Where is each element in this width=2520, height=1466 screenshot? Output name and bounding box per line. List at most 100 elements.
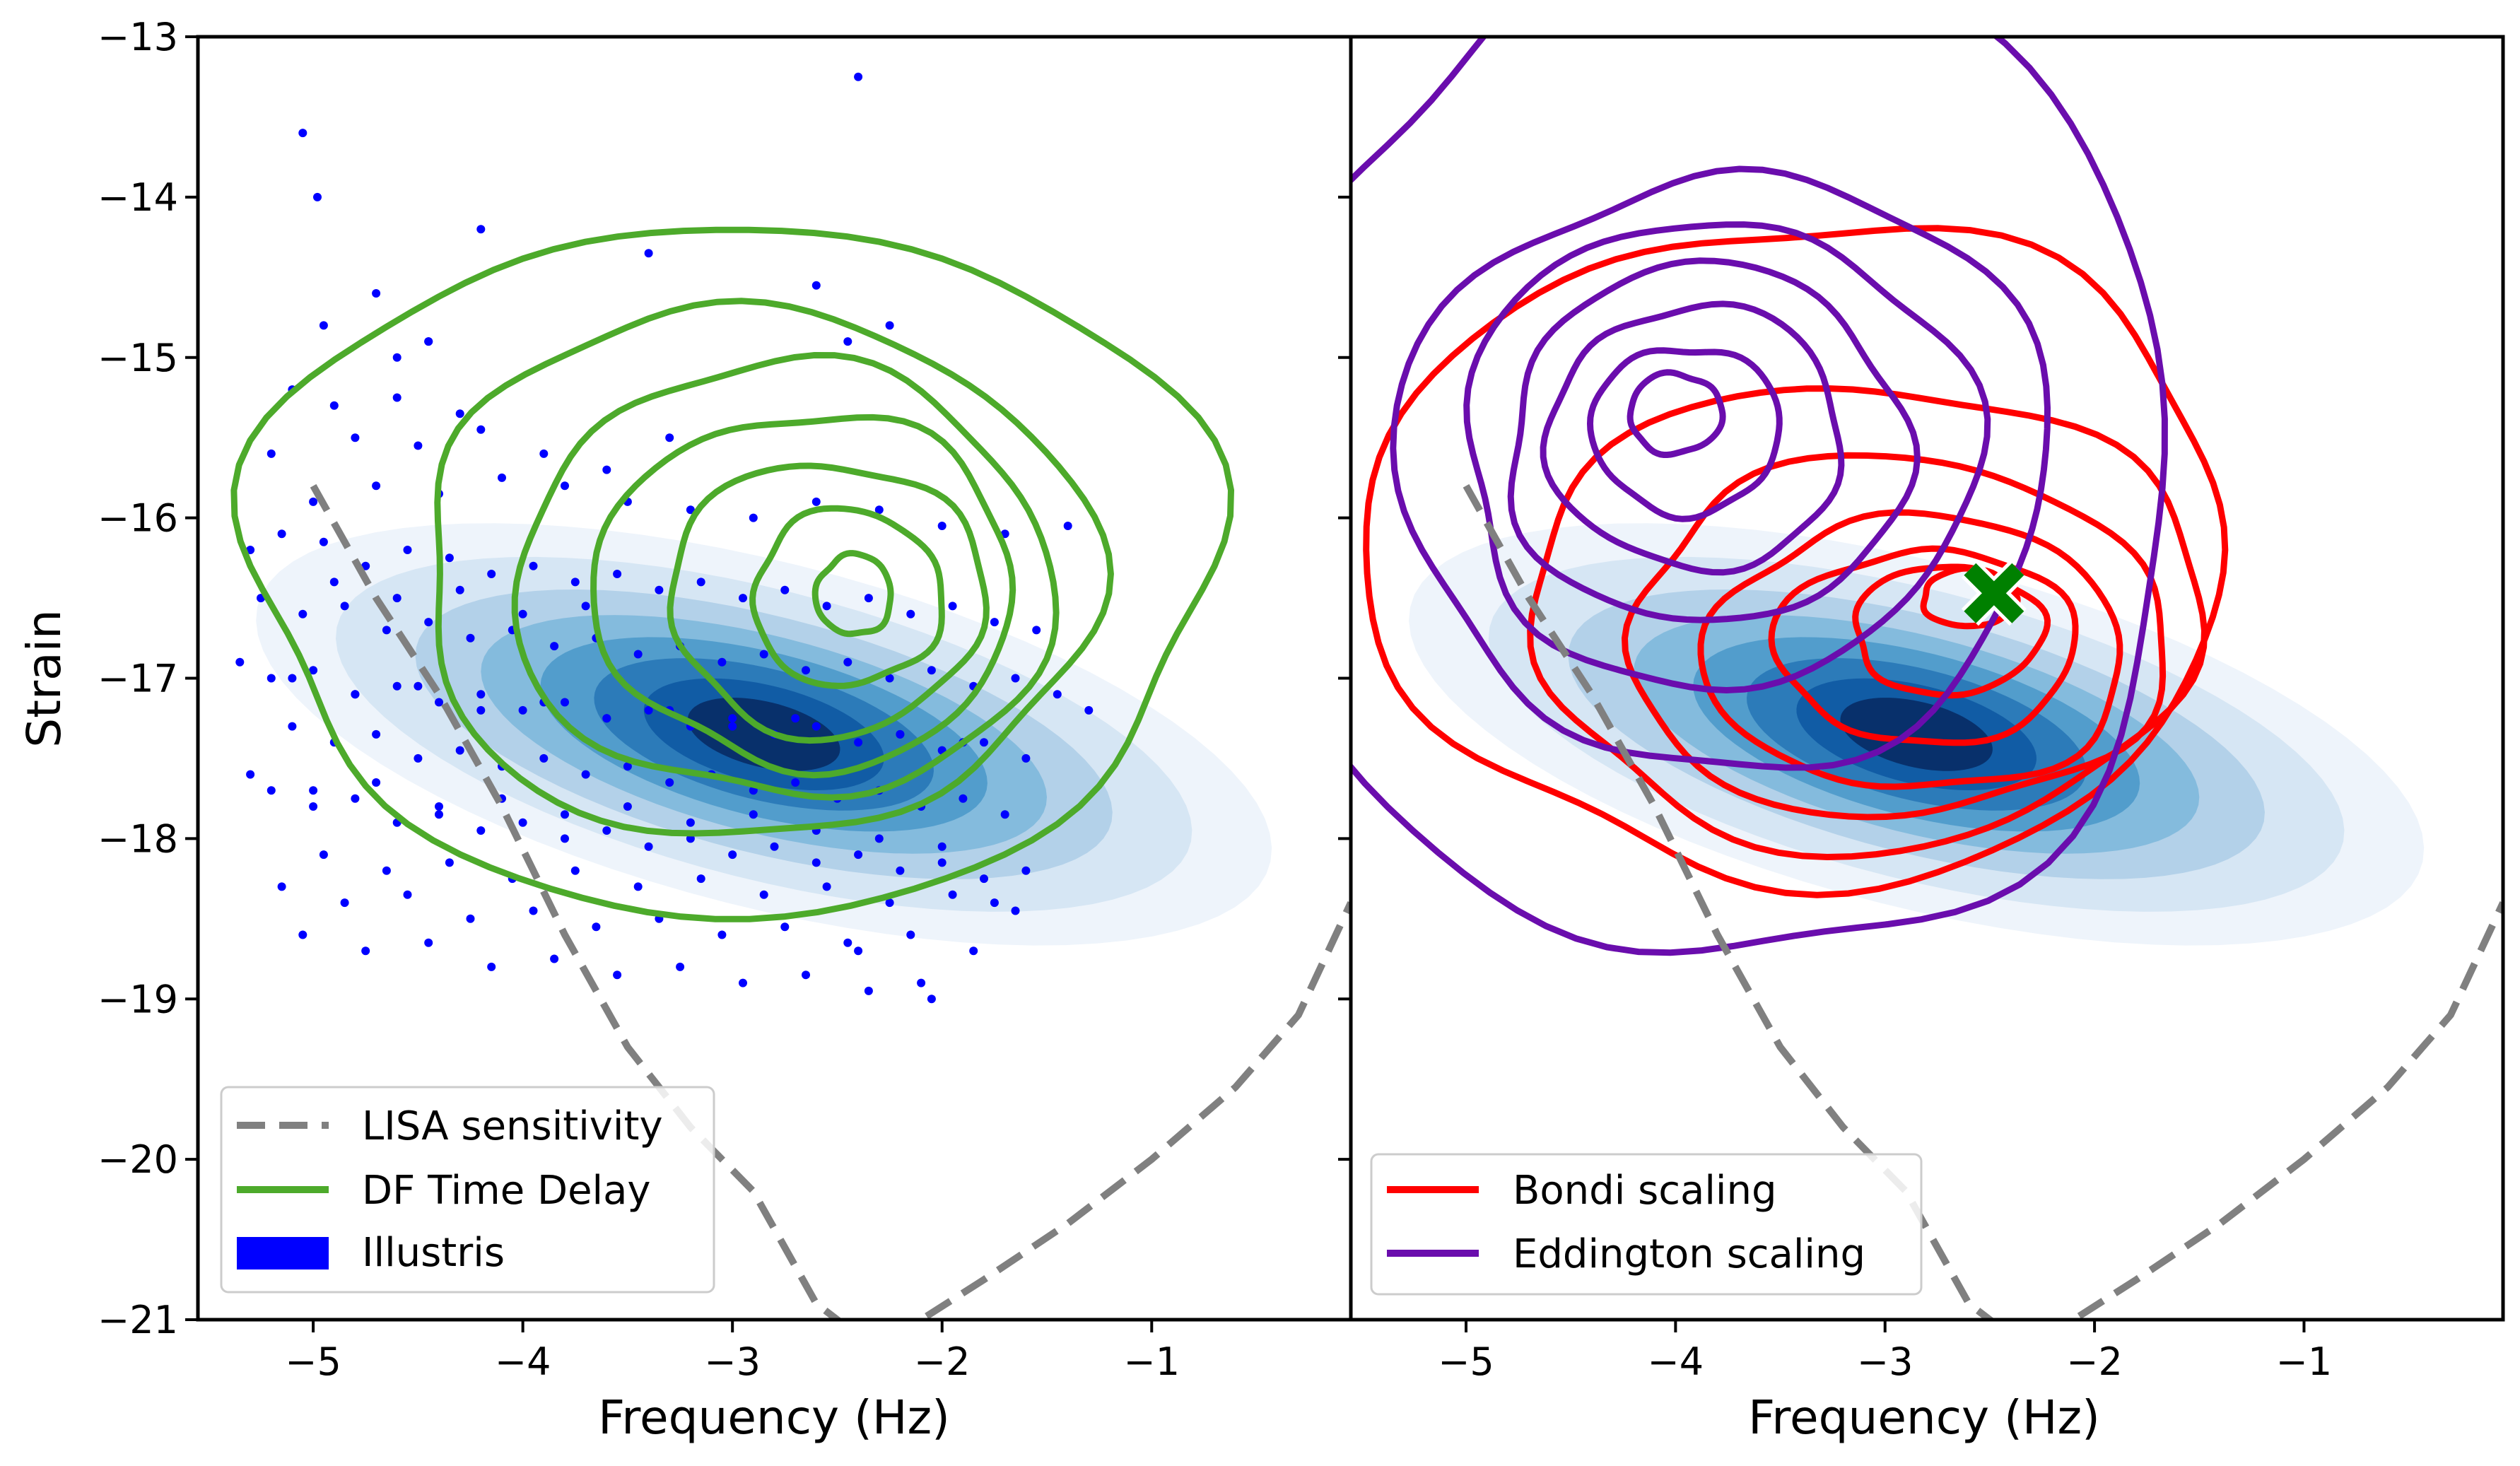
illustris-point (529, 906, 538, 915)
contour-1 (1390, 165, 2051, 771)
illustris-point (1032, 626, 1041, 635)
illustris-point (874, 505, 884, 515)
green-x-marker (1961, 561, 2027, 626)
contour-2 (1463, 221, 1991, 694)
illustris-point (843, 657, 852, 667)
contour-1 (434, 298, 1114, 837)
illustris-point (791, 714, 800, 723)
illustris-point (864, 986, 873, 995)
illustris-points (235, 72, 1094, 1004)
left-legend-box (220, 1086, 715, 1294)
right-legend-box (1370, 1153, 1923, 1296)
df-time-delay-contours (230, 226, 1235, 922)
illustris-point (424, 938, 433, 947)
illustris-point (780, 585, 790, 594)
illustris-point (937, 842, 947, 851)
y-tick-label: −21 (98, 1298, 178, 1342)
contour-0 (230, 226, 1235, 922)
illustris-density (256, 523, 1272, 946)
lisa-sensitivity-curve (310, 483, 1351, 1320)
illustris-point (854, 850, 863, 860)
illustris-point (372, 289, 381, 298)
illustris-point (906, 609, 915, 618)
illustris-point (476, 225, 486, 234)
illustris-point (424, 618, 433, 627)
bondi-scaling-contours (1363, 225, 2229, 898)
contour-4 (667, 462, 990, 744)
x-tick-label: −2 (2066, 1339, 2123, 1384)
illustris-point (246, 770, 255, 779)
illustris-point (633, 650, 643, 659)
contour-3 (590, 414, 1016, 779)
y-tick-label: −16 (98, 496, 178, 541)
illustris-point (990, 618, 999, 627)
illustris-point (435, 810, 443, 819)
right-y-ticks (1338, 35, 1351, 1321)
illustris-point (937, 522, 947, 530)
illustris-point (309, 802, 318, 811)
contour-4 (1540, 300, 1845, 576)
illustris-point (581, 770, 590, 779)
illustris-point (539, 449, 549, 458)
illustris-point (811, 722, 821, 731)
illustris-point (298, 609, 307, 618)
illustris-point (959, 794, 968, 803)
x-tick-label: −2 (914, 1339, 971, 1384)
illustris-point (361, 561, 370, 570)
illustris-point (298, 129, 307, 138)
illustris-point (476, 690, 486, 699)
illustris-point (319, 321, 328, 330)
illustris-point (313, 192, 322, 201)
left-panel: −21 −20 −19 −18 −17 −16 −15 −14 −13 −5 −4 −3 −2 −1 F… (17, 15, 1353, 1445)
right-x-ticks: −5 −4 −3 −2 −1 (1438, 1320, 2332, 1384)
illustris-point (696, 577, 705, 587)
illustris-point (917, 978, 926, 987)
illustris-point (266, 449, 276, 458)
illustris-point (1021, 866, 1031, 875)
illustris-point (602, 714, 611, 723)
lisa-sensitivity-curve-right (1463, 483, 2503, 1320)
illustris-point (266, 786, 276, 795)
illustris-point (351, 794, 360, 803)
illustris-point (329, 401, 339, 410)
legend-bondi-label: Bondi scaling (1513, 1168, 1777, 1214)
y-tick-label: −20 (98, 1137, 178, 1182)
illustris-point (854, 946, 863, 956)
illustris-point (592, 922, 601, 932)
illustris-point (937, 858, 947, 867)
illustris-point (686, 505, 695, 515)
illustris-point (372, 729, 381, 739)
x-tick-label: −3 (1857, 1339, 1914, 1384)
left-x-axis-label: Frequency (Hz) (598, 1390, 950, 1445)
y-axis-label: Strain (17, 609, 71, 748)
illustris-point (770, 842, 779, 851)
contour-1 (1527, 385, 2208, 861)
contour-6 (811, 550, 894, 638)
contour-2 (1621, 452, 2167, 821)
illustris-point (802, 971, 810, 980)
illustris-point (445, 858, 454, 867)
marker-x (1964, 563, 2024, 623)
illustris-point (476, 826, 486, 835)
illustris-point (455, 409, 464, 418)
illustris-point (791, 778, 800, 787)
illustris-point (1063, 522, 1072, 530)
illustris-point (403, 890, 412, 899)
density-level-7 (687, 698, 840, 771)
illustris-point (351, 433, 360, 442)
illustris-point (372, 481, 381, 491)
illustris-point (382, 626, 391, 635)
y-tick-label: −13 (98, 15, 178, 59)
right-x-axis-label: Frequency (Hz) (1748, 1390, 2100, 1445)
illustris-point (885, 674, 894, 683)
illustris-point (644, 842, 653, 851)
illustris-point (539, 753, 549, 763)
illustris-point (822, 602, 831, 611)
illustris-point (298, 930, 307, 939)
illustris-point (948, 602, 957, 611)
illustris-point (550, 642, 559, 651)
illustris-point (518, 609, 527, 618)
illustris-point (392, 353, 402, 362)
illustris-point (288, 722, 297, 731)
illustris-point (361, 946, 370, 956)
